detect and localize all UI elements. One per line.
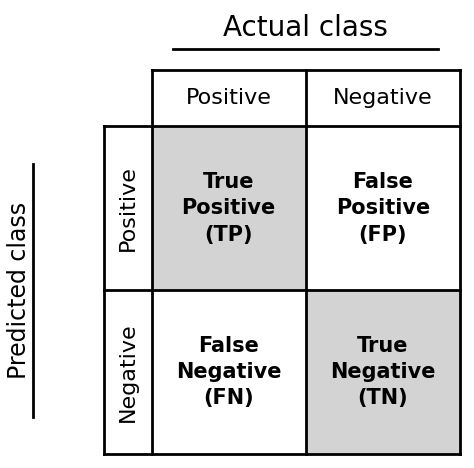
Bar — [104, 126, 152, 290]
Bar — [306, 290, 460, 454]
Text: Predicted class: Predicted class — [7, 202, 31, 379]
Text: Positive: Positive — [186, 88, 272, 108]
Bar — [152, 290, 306, 454]
Bar — [104, 290, 152, 454]
Text: Positive: Positive — [118, 165, 138, 251]
Bar — [306, 70, 460, 126]
Bar — [306, 126, 460, 290]
Text: True
Positive
(TP): True Positive (TP) — [182, 172, 276, 245]
Bar — [152, 126, 306, 290]
Bar — [152, 70, 306, 126]
Text: Negative: Negative — [118, 322, 138, 422]
Text: Actual class: Actual class — [223, 14, 388, 42]
Text: True
Negative
(TN): True Negative (TN) — [330, 336, 436, 409]
Text: False
Negative
(FN): False Negative (FN) — [176, 336, 282, 409]
Text: Negative: Negative — [333, 88, 433, 108]
Text: False
Positive
(FP): False Positive (FP) — [336, 172, 430, 245]
